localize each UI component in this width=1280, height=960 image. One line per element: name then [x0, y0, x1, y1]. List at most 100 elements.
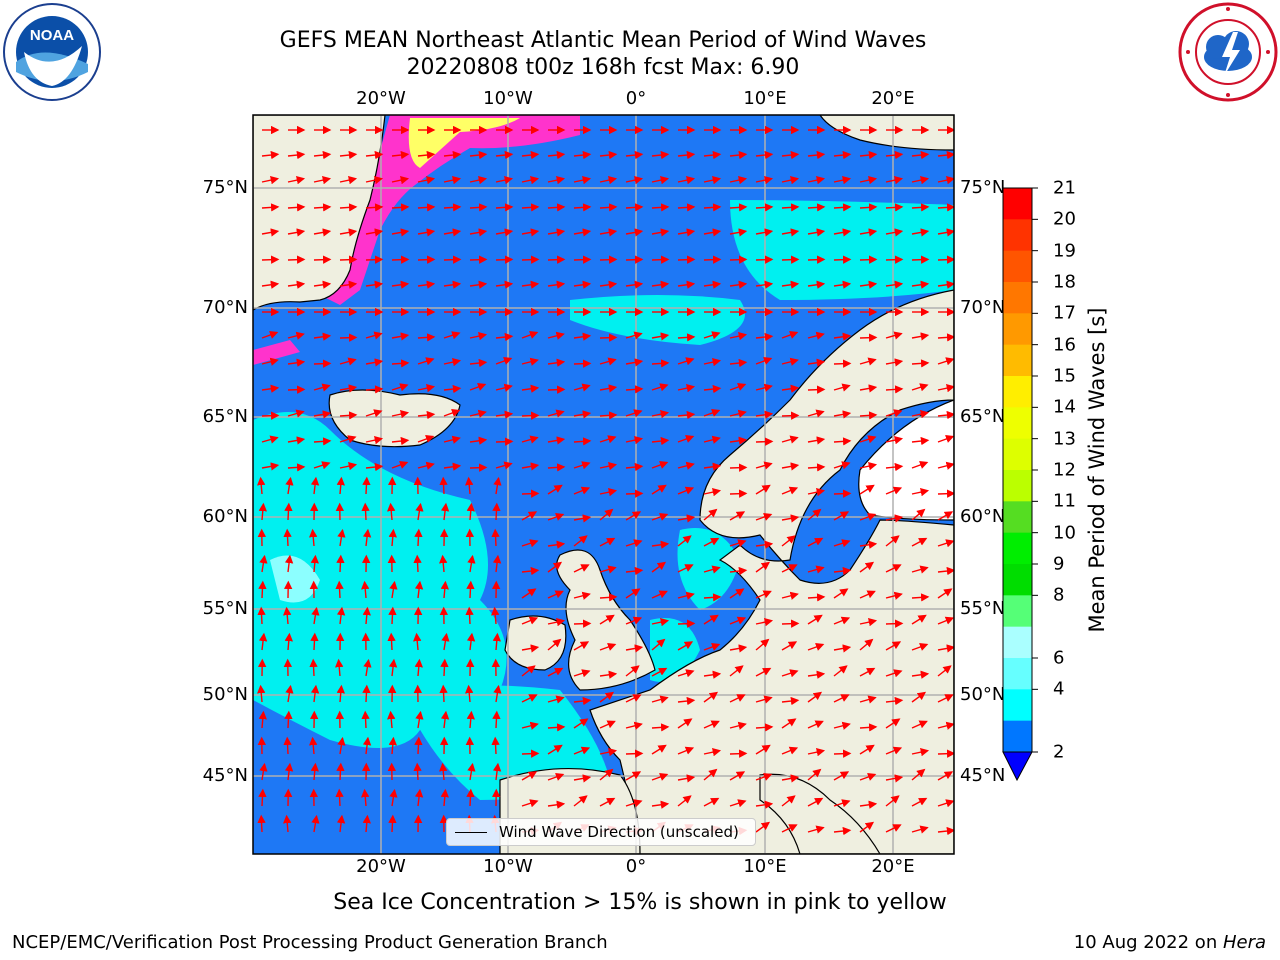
- wind-wave-arrow: [287, 255, 306, 264]
- colorbar-bin: [1003, 501, 1032, 534]
- wind-wave-arrow: [625, 331, 643, 340]
- colorbar-tick-label: 16: [1053, 334, 1076, 356]
- wind-wave-arrow: [465, 476, 474, 495]
- wind-wave-arrow: [651, 561, 667, 573]
- wind-wave-arrow: [285, 684, 294, 703]
- wind-wave-arrow: [651, 590, 668, 599]
- wind-wave-arrow: [755, 800, 774, 809]
- wind-wave-arrow: [885, 641, 902, 651]
- wind-wave-arrow: [703, 331, 721, 340]
- wind-wave-arrow: [677, 357, 695, 366]
- wind-wave-arrow: [362, 736, 372, 755]
- wind-wave-arrow: [859, 203, 878, 212]
- wind-wave-arrow: [443, 462, 462, 471]
- wind-wave-arrow: [625, 255, 644, 264]
- wind-wave-arrow: [440, 788, 449, 807]
- wind-wave-arrow: [677, 669, 695, 678]
- colorbar-bin: [1003, 564, 1032, 596]
- wind-wave-arrow: [859, 590, 876, 599]
- wind-wave-arrow: [469, 203, 488, 212]
- wind-wave-arrow: [911, 797, 928, 807]
- wind-wave-arrow: [651, 383, 669, 392]
- lon-tick-top: 10°W: [483, 88, 533, 109]
- wind-wave-arrow: [859, 435, 877, 444]
- wind-wave-arrow: [469, 332, 488, 341]
- wind-wave-arrow: [287, 358, 306, 367]
- wind-wave-arrow: [495, 255, 514, 264]
- wind-wave-arrow: [257, 814, 266, 833]
- wind-wave-arrow: [417, 333, 436, 342]
- wind-wave-arrow: [284, 710, 293, 729]
- wind-wave-arrow: [309, 736, 318, 755]
- wind-wave-arrow: [625, 385, 644, 394]
- wind-wave-arrow: [885, 203, 904, 212]
- wind-wave-arrow: [443, 384, 462, 394]
- wind-wave-arrow: [755, 821, 771, 833]
- wind-wave-arrow: [937, 694, 954, 703]
- wind-wave-arrow: [417, 255, 436, 264]
- wind-wave-arrow: [729, 176, 748, 185]
- lat-tick-left: 65°N: [202, 406, 248, 427]
- wind-wave-arrow: [703, 593, 722, 602]
- wind-wave-arrow: [417, 150, 436, 160]
- wind-wave-arrow: [807, 203, 826, 212]
- colorbar-bin: [1003, 188, 1032, 220]
- wind-wave-arrow: [833, 566, 852, 576]
- colorbar-tick-label: 19: [1053, 240, 1076, 262]
- wind-wave-arrow: [365, 203, 384, 212]
- wind-wave-arrow: [261, 357, 279, 366]
- wind-wave-arrow: [285, 476, 294, 495]
- wind-wave-arrow: [859, 744, 875, 755]
- wind-wave-arrow: [573, 619, 592, 628]
- wind-wave-arrow: [466, 710, 475, 729]
- wind-wave-arrow: [937, 333, 954, 342]
- wind-wave-arrow: [439, 476, 448, 495]
- wind-wave-arrow: [547, 255, 566, 264]
- wind-wave-arrow: [414, 788, 424, 807]
- wind-wave-arrow: [911, 508, 926, 521]
- wind-wave-arrow: [573, 203, 592, 212]
- map-frame: [252, 114, 955, 855]
- wind-wave-arrow: [885, 718, 901, 729]
- wind-wave-arrow: [755, 332, 774, 342]
- wind-wave-arrow: [336, 684, 345, 703]
- wind-wave-arrow: [859, 357, 877, 366]
- wind-wave-arrow: [387, 502, 396, 521]
- wind-wave-arrow: [495, 332, 514, 342]
- wind-wave-arrow: [885, 746, 903, 755]
- wind-wave-arrow: [859, 723, 878, 732]
- wind-wave-arrow: [781, 462, 800, 471]
- colorbar-bin: [1003, 626, 1032, 659]
- ireland: [504, 615, 567, 671]
- wind-wave-arrow: [781, 535, 796, 547]
- wind-wave-arrow: [781, 255, 800, 264]
- wind-wave-arrow: [859, 821, 875, 833]
- wind-wave-arrow: [703, 537, 720, 547]
- wind-wave-arrow: [781, 330, 799, 339]
- wind-wave-arrow: [599, 280, 618, 289]
- legend-label: Wind Wave Direction (unscaled): [499, 823, 739, 841]
- wind-wave-arrow: [257, 606, 266, 625]
- wind-wave-arrow: [599, 768, 614, 781]
- wind-wave-arrow: [729, 489, 748, 498]
- wind-wave-arrow: [937, 461, 954, 470]
- wind-wave-arrow: [599, 255, 618, 264]
- wind-wave-arrow: [362, 606, 371, 625]
- wind-wave-arrow: [599, 797, 616, 807]
- wind-wave-arrow: [625, 616, 643, 625]
- wind-wave-arrow: [885, 774, 904, 783]
- wind-wave-arrow: [807, 228, 826, 237]
- wind-wave-arrow: [547, 228, 566, 237]
- wind-wave-arrow: [729, 436, 748, 445]
- wind-wave-arrow: [362, 684, 371, 703]
- wind-wave-arrow: [651, 359, 670, 368]
- wind-wave-arrow: [729, 228, 748, 237]
- wind-wave-arrow: [310, 762, 319, 781]
- wind-wave-arrow: [885, 696, 904, 706]
- wind-wave-arrow: [911, 748, 930, 757]
- wind-wave-arrow: [781, 176, 800, 185]
- wind-wave-arrow: [495, 280, 514, 289]
- wind-wave-arrow: [807, 797, 824, 807]
- lon-tick-top: 10°E: [743, 88, 787, 109]
